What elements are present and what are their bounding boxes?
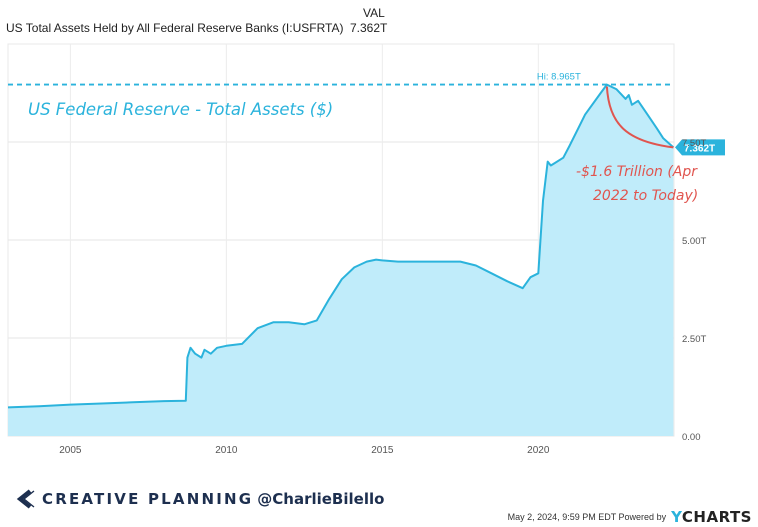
author-handle: @CharlieBilello (257, 490, 385, 508)
y-tick-label: 5.00T (682, 236, 706, 247)
decline-annotation-curve (605, 86, 674, 149)
ycharts-logo: YCHARTS (671, 508, 752, 526)
x-tick-label: 2020 (527, 445, 550, 456)
x-tick-label: 2005 (59, 445, 82, 456)
brand-name: CREATIVE PLANNING (42, 490, 254, 508)
series-line (7, 83, 675, 409)
current-value: 7.362T (350, 21, 388, 35)
ycharts-logo-text: CHARTS (681, 508, 752, 526)
creative-planning-logo-icon (16, 489, 35, 509)
creative-planning-logo: CREATIVE PLANNING @CharlieBilello (14, 488, 384, 510)
y-tick-label: 0.00 (682, 432, 701, 443)
last-value-badge-shape (675, 139, 725, 156)
high-label: Hi: 8.965T (537, 72, 581, 83)
x-tick-label: 2010 (215, 445, 238, 456)
footer-attribution: May 2, 2024, 9:59 PM EDT Powered by YCHA… (508, 508, 752, 526)
series-area-fill (8, 84, 674, 436)
ycharts-logo-y: Y (671, 508, 682, 526)
value-column-label: VAL (363, 6, 385, 20)
y-tick-label: 2.50T (682, 334, 706, 345)
x-tick-label: 2015 (371, 445, 394, 456)
last-value-badge-text: 7.362T (684, 143, 715, 154)
decline-annotation-line1: -$1.6 Trillion (Apr (576, 164, 698, 180)
timestamp: May 2, 2024, 9:59 PM EDT Powered by (507, 512, 667, 522)
series-name: US Total Assets Held by All Federal Rese… (6, 21, 344, 35)
y-tick-label: 7.50T (682, 138, 706, 149)
chart-title: US Federal Reserve - Total Assets ($) (28, 100, 333, 119)
last-value-badge: 7.362T (675, 139, 725, 156)
decline-annotation-line2: 2022 to Today) (593, 188, 698, 204)
